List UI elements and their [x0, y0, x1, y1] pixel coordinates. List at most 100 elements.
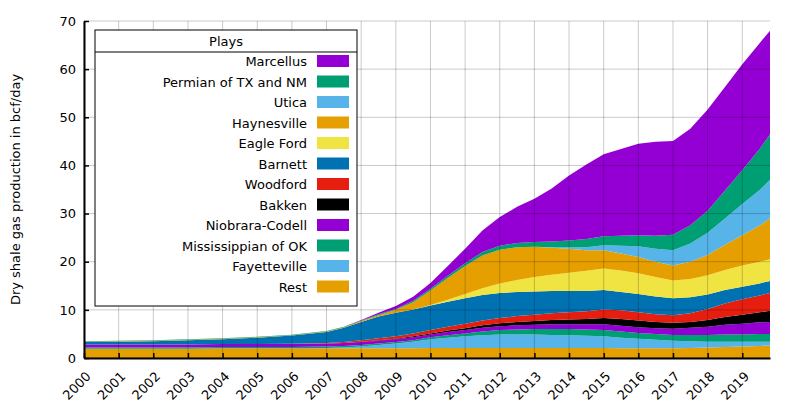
legend-label: Mississippian of OK [182, 239, 307, 254]
legend-label: Marcellus [245, 54, 307, 69]
x-tick-mark [638, 353, 640, 358]
grid-line-x [499, 21, 500, 358]
y-axis-title: Dry shale gas production in bcf/day [8, 74, 23, 306]
legend-swatch [317, 219, 349, 231]
legend-label: Barnett [259, 157, 307, 172]
x-tick: 2016 [614, 353, 648, 403]
x-tick: 2017 [649, 353, 683, 403]
y-tick-mark [84, 213, 89, 215]
y-tick-mark [84, 21, 89, 23]
x-tick-label: 2000 [60, 369, 94, 403]
legend-box [95, 30, 357, 306]
legend-swatch [317, 137, 349, 149]
x-tick: 2002 [129, 353, 163, 403]
y-tick-mark [84, 310, 89, 312]
y-axis: 0 10 20 30 40 50 60 70 [59, 14, 89, 366]
legend-swatch [317, 199, 349, 211]
legend-swatch [317, 76, 349, 88]
y-tick: 20 [59, 254, 89, 269]
legend-label: Haynesville [232, 116, 307, 131]
x-tick: 2014 [545, 353, 579, 403]
x-tick-mark [569, 353, 571, 358]
y-tick: 30 [59, 206, 89, 221]
x-tick-label: 2001 [94, 369, 128, 403]
grid [84, 21, 770, 358]
x-tick: 2001 [94, 353, 128, 403]
legend-swatch [317, 240, 349, 252]
x-tick: 2019 [718, 353, 752, 403]
x-tick-label: 2003 [164, 369, 198, 403]
grid-line-x [569, 21, 570, 358]
legend-label: Rest [279, 280, 307, 295]
legend-label: Bakken [259, 198, 307, 213]
chart: 0102030405060702000200120022003200420052… [0, 0, 800, 418]
x-tick-mark [603, 353, 605, 358]
x-tick-mark [673, 353, 675, 358]
x-tick-label: 2008 [337, 369, 371, 403]
plot: 0102030405060702000200120022003200420052… [59, 14, 770, 403]
x-tick-mark [326, 353, 328, 358]
x-tick-mark [707, 353, 709, 358]
x-tick: 2008 [337, 353, 371, 403]
x-tick-mark [465, 353, 467, 358]
x-tick-mark [84, 353, 86, 358]
y-tick-label: 0 [68, 351, 76, 366]
y-tick-mark [84, 261, 89, 263]
x-tick: 2013 [510, 353, 544, 403]
area-series [84, 31, 770, 342]
grid-line-x [603, 21, 604, 358]
legend-swatch [317, 158, 349, 170]
legend-swatch [317, 178, 349, 190]
x-tick: 2007 [302, 353, 336, 403]
y-axis-line [84, 22, 86, 359]
x-tick: 2000 [60, 353, 94, 403]
legend-label: Eagle Ford [238, 136, 307, 151]
x-tick-label: 2010 [406, 369, 440, 403]
x-tick-label: 2014 [545, 369, 579, 403]
x-tick-label: 2015 [580, 369, 614, 403]
y-tick-label: 70 [59, 14, 76, 29]
x-tick-mark [257, 353, 259, 358]
x-tick-label: 2006 [268, 369, 302, 403]
legend-swatch [317, 117, 349, 129]
x-tick-mark [500, 353, 502, 358]
y-tick: 50 [59, 110, 89, 125]
x-tick-mark [742, 353, 744, 358]
grid-line-y [84, 309, 770, 310]
y-tick-label: 30 [59, 206, 76, 221]
y-tick-label: 50 [59, 110, 76, 125]
legend-swatch [317, 281, 349, 293]
y-tick-label: 60 [59, 62, 76, 77]
legend-divider [95, 52, 357, 53]
grid-line-x [672, 21, 673, 358]
x-tick: 2005 [233, 353, 267, 403]
legend-label: Fayetteville [232, 259, 307, 274]
grid-line-x [534, 21, 535, 358]
legend: PlaysMarcellusPermian of TX and NMUticaH… [95, 30, 357, 306]
grid-line-x [430, 21, 431, 358]
x-tick-label: 2016 [614, 369, 648, 403]
x-tick: 2011 [441, 353, 475, 403]
legend-swatch [317, 96, 349, 108]
legend-swatch [317, 55, 349, 67]
x-tick: 2012 [476, 353, 510, 403]
x-tick-label: 2005 [233, 369, 267, 403]
x-axis-line [85, 358, 771, 360]
x-tick: 2009 [372, 353, 406, 403]
y-tick: 70 [59, 14, 89, 29]
grid-line-x [638, 21, 639, 358]
legend-label: Niobrara-Codell [206, 218, 307, 233]
x-tick-mark [153, 353, 155, 358]
x-tick-label: 2012 [476, 369, 510, 403]
y-tick-label: 10 [59, 303, 76, 318]
x-tick-label: 2009 [372, 369, 406, 403]
y-tick: 10 [59, 303, 89, 318]
grid-line-x [84, 21, 85, 358]
legend-swatch [317, 260, 349, 272]
legend-title: Plays [209, 34, 243, 49]
x-tick: 2003 [164, 353, 198, 403]
y-tick-label: 40 [59, 158, 76, 173]
grid-line-y [84, 21, 770, 22]
grid-line-x [361, 21, 362, 358]
x-tick-mark [222, 353, 224, 358]
